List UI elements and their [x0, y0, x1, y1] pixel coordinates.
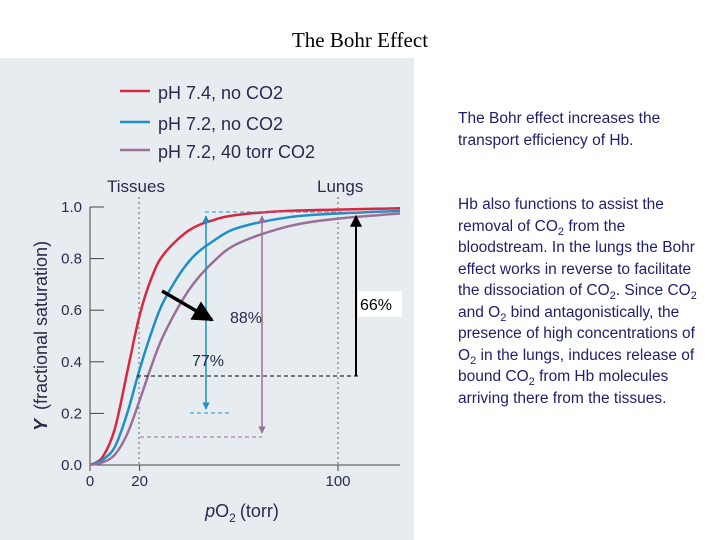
y-tick-label: 0.6	[61, 302, 82, 319]
y-axis-label: Y (fractional saturation)	[31, 241, 51, 431]
bohr-effect-summary: The Bohr effect increases the transport …	[458, 110, 661, 149]
subscript: 2	[690, 290, 697, 303]
label-88-percent: 88%	[230, 310, 262, 327]
x-tick-label: 20	[131, 473, 148, 490]
slide-title: The Bohr Effect	[291, 28, 429, 52]
subscript: 2	[528, 376, 535, 389]
x-ticks: 0 20 100	[86, 465, 351, 490]
label-77-percent: 77%	[192, 353, 224, 370]
text-run: and O	[458, 303, 501, 321]
text-run: Hb also functions to assist the removal …	[458, 196, 664, 235]
x-tick-label: 0	[86, 473, 94, 490]
legend-label: pH 7.2, 40 torr CO2	[158, 142, 315, 162]
lungs-label: Lungs	[317, 177, 363, 196]
text-run: in the lungs, induces release of bound C…	[458, 346, 695, 386]
subscript: 2	[557, 225, 565, 238]
oxygen-binding-chart: pH 7.4, no CO2 pH 7.2, no CO2 pH 7.2, 40…	[31, 83, 402, 525]
y-tick-label: 1.0	[61, 199, 82, 216]
legend-label: pH 7.2, no CO2	[158, 114, 283, 134]
text-run: from the bloodstream. In the lungs the B…	[458, 217, 695, 300]
legend-label: pH 7.4, no CO2	[158, 83, 283, 103]
co2-removal-explanation: Hb also functions to assist the removal …	[458, 194, 708, 409]
text-run: from Hb molecules arriving there from th…	[458, 368, 669, 407]
y-tick-label: 0.8	[61, 251, 82, 268]
curve-ph72-40torr-co2	[89, 212, 401, 467]
text-run: . Since CO	[615, 282, 691, 299]
subscript: 2	[470, 354, 477, 367]
y-tick-label: 0.2	[61, 405, 82, 422]
subscript: 2	[500, 311, 507, 324]
label-66-box	[358, 291, 402, 317]
y-ticks: 0.0 0.2 0.4 0.6 0.8 1.0	[61, 199, 104, 474]
tissues-label: Tissues	[107, 177, 165, 196]
y-tick-label: 0.0	[61, 457, 82, 474]
pointer-arrow	[161, 289, 214, 322]
chart-legend: pH 7.4, no CO2 pH 7.2, no CO2 pH 7.2, 40…	[120, 83, 315, 162]
curve-ph74-no-co2	[89, 207, 401, 467]
curve-ph72-no-co2	[89, 209, 401, 467]
x-axis-label: pO2 (torr)	[204, 501, 279, 525]
label-66-percent: 66%	[360, 297, 392, 314]
x-tick-label: 100	[325, 473, 350, 490]
text-run: bind antagonistically, the presence of h…	[458, 303, 695, 364]
y-tick-label: 0.4	[61, 354, 82, 371]
subscript: 2	[609, 290, 616, 303]
